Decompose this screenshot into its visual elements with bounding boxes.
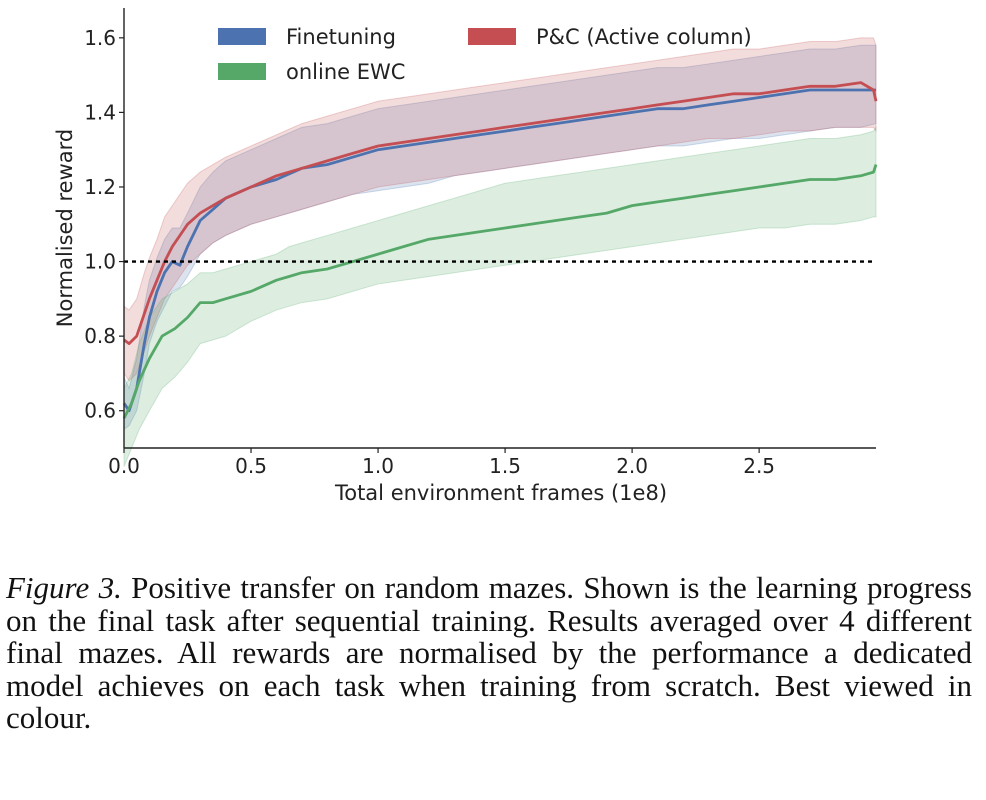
x-tick-label: 2.5 [743,454,775,478]
x-tick-label: 0.5 [235,454,267,478]
y-tick: 0.8 [84,324,124,348]
y-axis-label: Normalised reward [53,129,77,327]
band-online-ewc [123,125,877,467]
y-tick: 1.4 [84,100,124,124]
legend-label: online EWC [286,60,405,84]
band-p-c-active-column [123,37,877,382]
line-finetuning [122,88,876,413]
legend-label: Finetuning [286,25,396,49]
x-tick: 2.0 [616,448,648,478]
x-tick-label: 0.0 [108,454,140,478]
legend-swatch [218,28,266,45]
x-tick-label: 1.0 [362,454,394,478]
line-chart: 0.0 0.5 1.0 1.5 2.0 2.5 0.6 0.8 1.0 1.2 1.4 1.6 To… [53,8,878,505]
x-axis-ticks: 0.0 0.5 1.0 1.5 2.0 2.5 [108,448,775,478]
y-tick: 1.6 [84,26,124,50]
y-tick: 1.2 [84,175,124,199]
y-axis-ticks: 0.6 0.8 1.0 1.2 1.4 1.6 [84,26,124,423]
y-tick-label: 1.2 [84,175,116,199]
x-tick: 1.0 [362,448,394,478]
series-lines [122,81,878,419]
x-tick-label: 2.0 [616,454,648,478]
line-online-ewc [122,164,878,419]
y-tick-label: 1.6 [84,26,116,50]
y-tick-label: 1.0 [84,250,116,274]
confidence-bands [123,37,877,467]
legend-label: P&C (Active column) [536,25,752,49]
legend: Finetuning P&C (Active column) online EWC [218,25,752,84]
y-tick: 1.0 [84,250,124,274]
x-tick: 2.5 [743,448,775,478]
legend-swatch [218,63,266,80]
y-tick-label: 1.4 [84,100,116,124]
legend-item: online EWC [218,60,405,84]
y-tick-label: 0.6 [84,399,116,423]
caption-lead: Figure 3. [6,570,122,605]
x-axis-label: Total environment frames (1e8) [334,481,667,505]
x-tick: 0.0 [108,448,140,478]
caption-text: Positive transfer on random mazes. Shown… [6,570,972,736]
y-tick-label: 0.8 [84,324,116,348]
legend-item: Finetuning [218,25,396,49]
legend-item: P&C (Active column) [468,25,752,49]
figure-caption: Figure 3. Positive transfer on random ma… [6,570,972,736]
x-tick: 1.5 [489,448,521,478]
y-tick: 0.6 [84,399,124,423]
x-tick-label: 1.5 [489,454,521,478]
line-p-c-active-column [123,81,878,345]
band-finetuning [123,44,877,431]
x-tick: 0.5 [235,448,267,478]
legend-swatch [468,28,516,45]
